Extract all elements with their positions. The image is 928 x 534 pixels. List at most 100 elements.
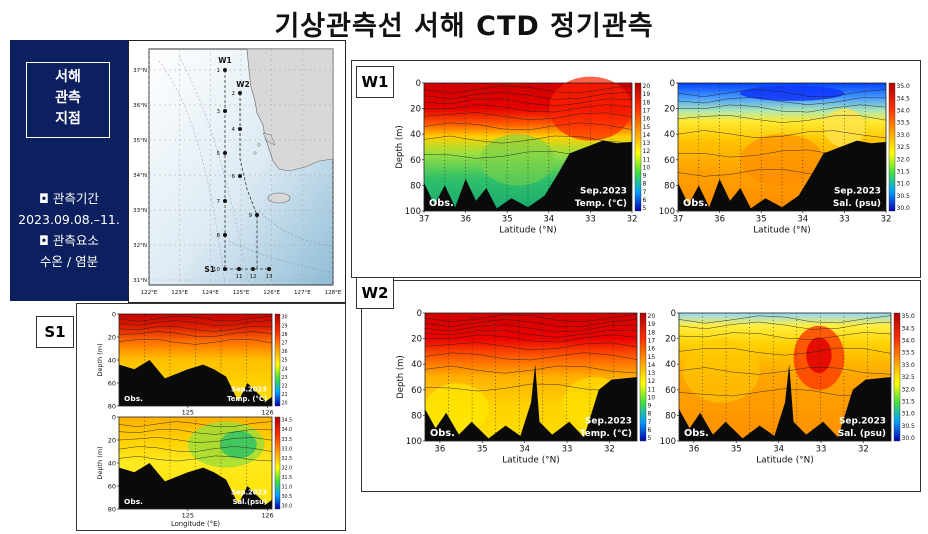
- colorbar-tick-label: 32.0: [282, 465, 293, 471]
- y-tick-label: 80: [665, 411, 676, 421]
- w1-section-panel: 0 20 40 60 80 100 Depth (m) 37 36 35 34 33 32 Latitud…: [351, 60, 921, 278]
- colorbar-tick-label: 34.5: [897, 95, 911, 102]
- contour-line: [423, 112, 633, 121]
- x-tick-label: 33: [585, 215, 596, 225]
- colorbar-tick-label: 15: [643, 124, 651, 131]
- y-tick-label: 80: [410, 181, 421, 191]
- y-tick-label: 0: [112, 413, 116, 421]
- contour-line: [118, 320, 273, 326]
- caption-source: Obs.: [124, 497, 143, 506]
- section-field-feature: [548, 76, 632, 141]
- colorbar-tick-label: 28: [282, 332, 288, 338]
- caption-variable: Sal. (psu): [833, 199, 881, 209]
- page-title: 기상관측선 서해 CTD 정기관측: [274, 11, 654, 42]
- colorbar-tick-label: 7: [648, 419, 652, 426]
- y-tick-label: 100: [405, 207, 421, 217]
- contour-line: [677, 115, 887, 123]
- station-map: 37°N 36°N 35°N 34°N 33°N 32°N 31°N 122°E 123°E 1…: [128, 40, 346, 303]
- colorbar-tick-label: 14: [648, 362, 656, 369]
- colorbar-tick-label: 15: [648, 354, 656, 361]
- colorbar-tick-label: 8: [643, 181, 647, 188]
- map-lon-tick: 122°E: [141, 290, 158, 296]
- map-station-label: 3: [217, 109, 221, 115]
- caption-date: Sep.2023: [231, 489, 267, 497]
- x-tick-label: 33: [562, 445, 573, 455]
- colorbar-tick-label: 26: [282, 349, 288, 355]
- map-lat-tick: 35°N: [133, 138, 147, 144]
- colorbar-tick-label: 10: [648, 394, 656, 401]
- x-axis-label: Latitude (°N): [502, 456, 560, 466]
- seafloor-topography: [679, 364, 891, 441]
- colorbar-tick-label: 33.5: [282, 437, 293, 443]
- colorbar-tick-label: 9: [643, 173, 647, 180]
- contour-line: [678, 366, 892, 375]
- y-tick-label: 60: [108, 379, 116, 387]
- colorbar-tick-label: 34.5: [282, 418, 293, 424]
- section-field-feature: [740, 85, 845, 101]
- x-tick-label: 126: [261, 409, 273, 417]
- map-lat-tick: 34°N: [133, 173, 147, 179]
- caption-date: Sep.2023: [839, 417, 886, 427]
- seafloor-topography: [119, 360, 272, 406]
- y-tick-label: 20: [665, 335, 676, 345]
- x-tick-label: 125: [182, 409, 194, 417]
- y-tick-label: 0: [416, 79, 421, 89]
- station-heading-box: 서해 관측 지점: [26, 62, 110, 138]
- colorbar-tick-label: 20: [648, 313, 656, 320]
- x-tick-label: 34: [797, 215, 808, 225]
- caption-variable: Temp. (°C): [227, 395, 267, 403]
- caption-variable: Temp. (°C): [580, 429, 632, 439]
- section-field-feature: [806, 337, 832, 374]
- y-tick-label: 40: [665, 360, 676, 370]
- x-tick-label: 35: [477, 445, 488, 455]
- colorbar-tick-label: 14: [643, 132, 651, 139]
- x-tick-label: 34: [519, 445, 530, 455]
- y-tick-label: 60: [410, 156, 421, 166]
- caption-source: Obs.: [683, 198, 708, 209]
- colorbar-tick-label: 35.0: [902, 313, 916, 320]
- y-tick-label: 80: [108, 402, 116, 410]
- map-lon-tick: 126°E: [263, 290, 280, 296]
- map-station-label: 4: [232, 127, 236, 133]
- colorbar-tick-label: 31.5: [897, 169, 911, 176]
- contour-line: [678, 315, 892, 324]
- colorbar-tick-label: 5: [648, 435, 652, 442]
- colorbar-tick-label: 20: [282, 401, 288, 407]
- colorbar-tick-label: 32.5: [897, 144, 911, 151]
- w2-section-panel: 0 20 40 60 80 100 Depth (m) 36 35 34 33 32 Latitude …: [361, 280, 921, 492]
- x-tick-label: 125: [182, 512, 194, 520]
- y-tick-label: 40: [108, 459, 116, 467]
- colorbar-tick-label: 34.0: [897, 108, 911, 115]
- map-line-label-w1: W1: [218, 56, 232, 65]
- colorbar-tick-label: 35.0: [897, 83, 911, 90]
- plot-frame: [424, 312, 638, 442]
- colorbar-tick-label: 31.5: [902, 399, 916, 406]
- observation-info-panel: 서해 관측 지점 ◘ 관측기간 2023.09.08.–11. ◘ 관측요소 수…: [10, 40, 128, 301]
- section-chart: 0 20 40 60 80 100 Depth (m) 36 35 34 33 32 Latitude …: [396, 309, 655, 466]
- x-tick-label: 33: [816, 445, 827, 455]
- y-axis-label: Depth (m): [96, 343, 104, 376]
- station-map-svg: 37°N 36°N 35°N 34°N 33°N 32°N 31°N 122°E 123°E 1…: [133, 48, 342, 296]
- colorbar-tick-label: 34.5: [902, 325, 916, 332]
- colorbar-tick-label: 33.5: [902, 350, 916, 357]
- colorbar-tick-label: 33.0: [282, 446, 293, 452]
- colorbar-tick-label: 30.5: [897, 193, 911, 200]
- map-station-label: 11: [236, 274, 243, 280]
- x-tick-label: 32: [881, 215, 892, 225]
- colorbar-tick-label: 5: [643, 205, 647, 212]
- y-tick-label: 40: [108, 356, 116, 364]
- y-tick-label: 0: [417, 309, 422, 319]
- y-tick-label: 40: [411, 360, 422, 370]
- heading-line: 서해: [55, 69, 81, 85]
- colorbar-tick-label: 13: [643, 140, 651, 147]
- section-field-feature: [823, 108, 866, 147]
- colorbar-tick-label: 12: [643, 148, 651, 155]
- x-tick-label: 35: [731, 445, 742, 455]
- s1-section-panel: 0 20 40 60 80 Depth (m) 125 126 Obs. Sep.2023 Temp…: [76, 303, 346, 531]
- map-station-s1: [267, 267, 271, 271]
- y-tick-label: 60: [108, 482, 116, 490]
- colorbar: [888, 82, 896, 212]
- y-tick-label: 20: [410, 105, 421, 115]
- colorbar-tick-label: 33.0: [897, 132, 911, 139]
- map-station-label: 2: [232, 91, 236, 97]
